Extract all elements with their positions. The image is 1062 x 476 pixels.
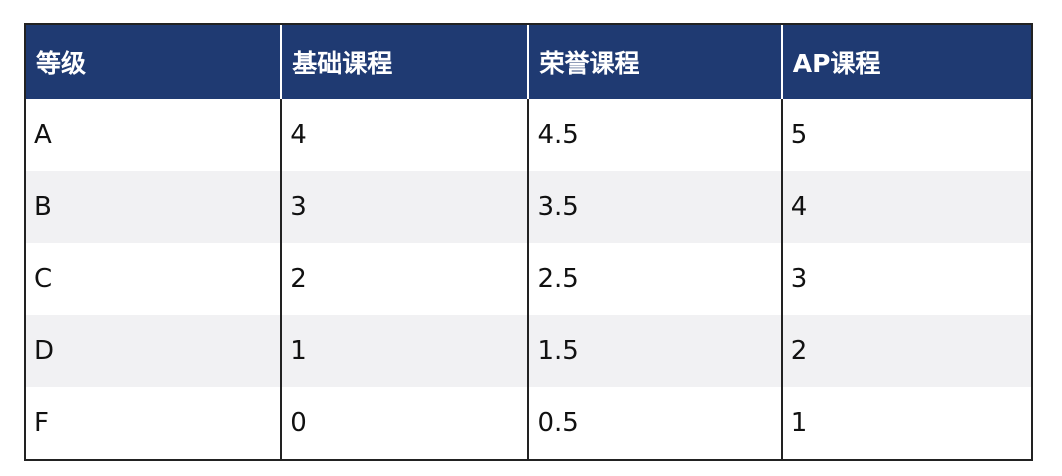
table-row: A 4 4.5 5 bbox=[26, 99, 1031, 171]
cell-basic: 3 bbox=[280, 171, 529, 243]
header-ap-course: AP课程 bbox=[780, 25, 1031, 99]
cell-ap: 1 bbox=[780, 387, 1031, 459]
cell-basic: 4 bbox=[280, 99, 529, 171]
table-row: C 2 2.5 3 bbox=[26, 243, 1031, 315]
cell-grade: C bbox=[34, 264, 53, 294]
cell-honors: 4.5 bbox=[527, 99, 782, 171]
header-row: 等级 基础课程 荣誉课程 AP课程 bbox=[26, 25, 1031, 99]
table: 等级 基础课程 荣誉课程 AP课程 A 4 4.5 5 B 3 3.5 4 C … bbox=[26, 25, 1031, 459]
table-row: F 0 0.5 1 bbox=[26, 387, 1031, 459]
cell-grade: B bbox=[34, 192, 52, 222]
cell-ap: 3 bbox=[780, 243, 1031, 315]
cell-grade: F bbox=[34, 408, 49, 438]
cell-ap: 2 bbox=[780, 315, 1031, 387]
cell-honors: 1.5 bbox=[527, 315, 782, 387]
cell-basic: 2 bbox=[280, 243, 529, 315]
cell-basic: 1 bbox=[280, 315, 529, 387]
table-body: A 4 4.5 5 B 3 3.5 4 C 2 2.5 3 D 1 1.5 bbox=[26, 99, 1031, 459]
table-row: B 3 3.5 4 bbox=[26, 171, 1031, 243]
cell-grade: A bbox=[34, 120, 52, 150]
header-grade: 等级 bbox=[36, 49, 87, 78]
cell-basic: 0 bbox=[280, 387, 529, 459]
cell-grade: D bbox=[34, 336, 55, 366]
header-honors-course: 荣誉课程 bbox=[527, 25, 782, 99]
table-row: D 1 1.5 2 bbox=[26, 315, 1031, 387]
table-header: 等级 基础课程 荣誉课程 AP课程 bbox=[26, 25, 1031, 99]
cell-ap: 5 bbox=[780, 99, 1031, 171]
cell-honors: 3.5 bbox=[527, 171, 782, 243]
cell-honors: 0.5 bbox=[527, 387, 782, 459]
grade-points-table: 等级 基础课程 荣誉课程 AP课程 A 4 4.5 5 B 3 3.5 4 C … bbox=[24, 23, 1033, 461]
header-basic-course: 基础课程 bbox=[280, 25, 529, 99]
cell-ap: 4 bbox=[780, 171, 1031, 243]
cell-honors: 2.5 bbox=[527, 243, 782, 315]
